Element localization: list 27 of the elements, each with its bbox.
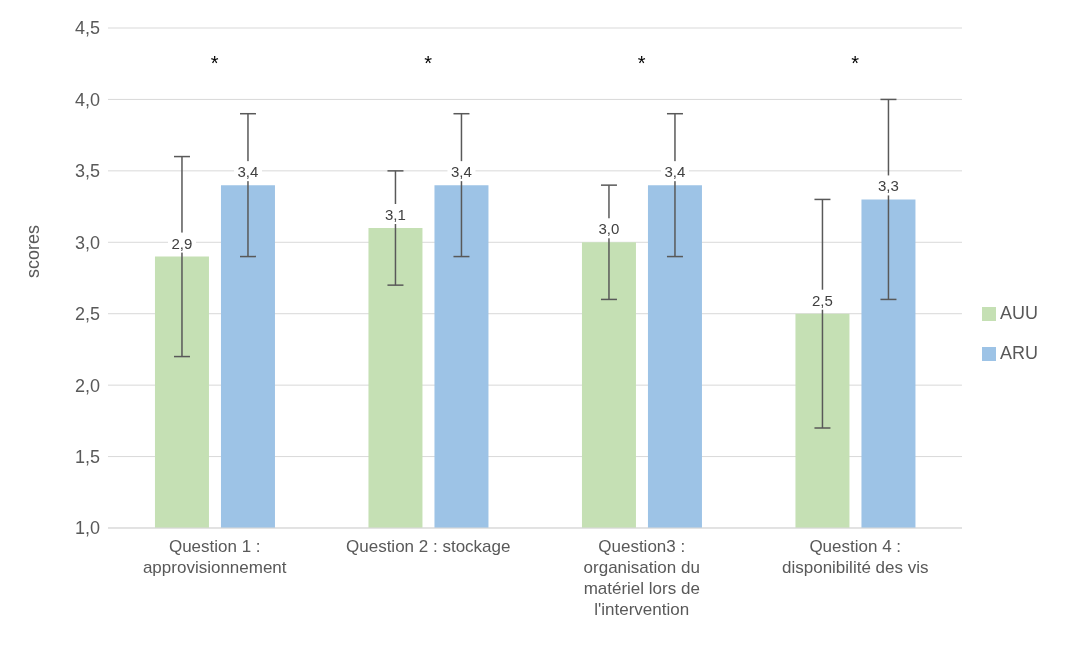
data-label: 3,4 [664,163,686,181]
data-label: 3,1 [385,206,406,223]
data-label: 2,9 [171,234,193,252]
y-tick-label: 3,0 [74,232,100,253]
data-label: 3,0 [598,220,620,238]
annotation: * [637,52,646,75]
annotation: * [851,52,860,75]
data-label: 3,4 [237,163,259,181]
legend-label: ARU [999,343,1038,363]
y-tick-label: 2,0 [74,375,100,396]
y-tick-label: 2,5 [74,304,100,325]
y-tick-label: 1,5 [74,446,100,467]
data-label: 3,4 [451,163,472,181]
y-tick-label: 4,0 [74,89,100,110]
y-tick-label: 3,5 [74,161,100,182]
legend-label: AUU [999,303,1038,323]
y-tick-label: 4,5 [74,18,100,39]
annotation: * [424,52,433,75]
data-label: 3,3 [878,177,899,195]
y-tick-label: 1,0 [74,518,100,539]
data-label: 2,5 [812,291,833,309]
x-tick-label: Question3 : organisation du matériel lors de l'intervention [583,537,700,619]
x-tick-label: Question 2 : stockage [346,537,511,556]
y-axis-title: scores [23,224,44,278]
x-tick-label: Question 1 : approvisionnement [142,537,287,577]
x-tick-label: Question 4 : disponibilité des vis [782,537,929,577]
annotation: * [210,52,219,75]
